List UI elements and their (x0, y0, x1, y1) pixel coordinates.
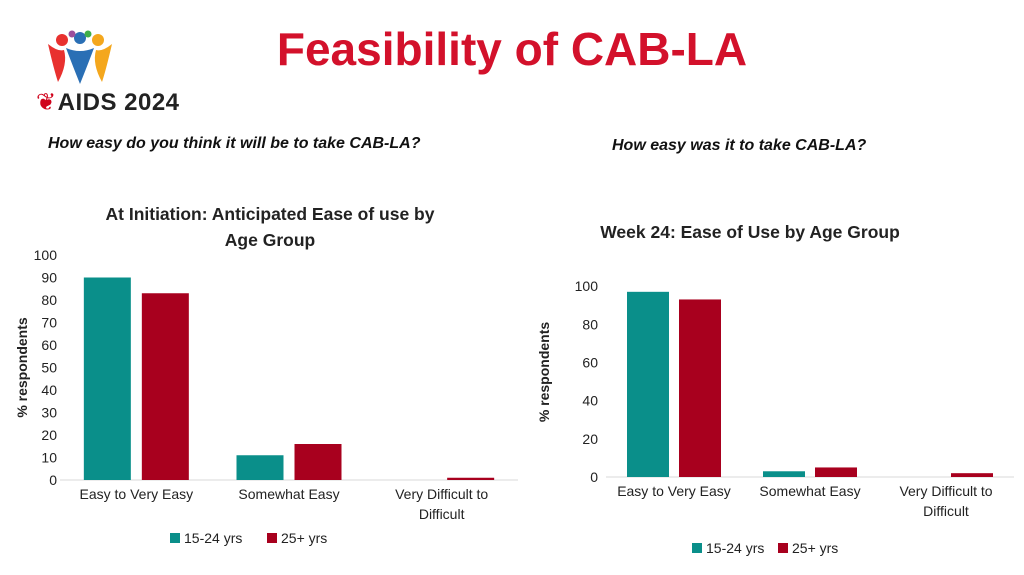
left-legend-swatch-2 (267, 533, 277, 543)
left-y-axis-label: % respondents (14, 317, 30, 418)
left-y-tick-20: 20 (41, 427, 57, 443)
right-bar-2-1 (679, 299, 721, 477)
left-bar-2-3 (447, 477, 495, 480)
right-bar-2-3 (951, 473, 993, 477)
left-bar-1-1 (83, 277, 131, 480)
chart-initiation: At Initiation: Anticipated Ease of use b… (14, 204, 518, 546)
left-category-label-3-1: Very Difficult to (395, 486, 488, 502)
people-figures-icon (48, 30, 112, 84)
left-y-tick-60: 60 (41, 337, 57, 353)
right-title-line-1: Week 24: Ease of Use by Age Group (600, 222, 900, 242)
left-bar-1-2 (236, 455, 284, 480)
question-right: How easy was it to take CAB-LA? (612, 137, 867, 154)
logo-text: AIDS 2024 (57, 89, 180, 116)
left-category-label-3-2: Difficult (419, 506, 465, 522)
left-y-tick-40: 40 (41, 382, 57, 398)
page-title: Feasibility of CAB-LA (276, 23, 748, 75)
right-legend-label-2: 25+ yrs (792, 540, 838, 556)
left-legend-label-2: 25+ yrs (281, 530, 327, 546)
left-y-tick-90: 90 (41, 270, 57, 286)
right-y-tick-40: 40 (582, 393, 598, 409)
left-y-tick-70: 70 (41, 315, 57, 331)
right-y-tick-60: 60 (582, 354, 598, 370)
right-category-label-2-1: Somewhat Easy (759, 483, 860, 499)
right-legend-swatch-2 (778, 543, 788, 553)
right-category-label-3-1: Very Difficult to (899, 483, 992, 499)
left-y-tick-30: 30 (41, 405, 57, 421)
right-bar-1-1 (627, 291, 669, 477)
left-y-tick-10: 10 (41, 450, 57, 466)
ribbon-icon: ❦ (36, 89, 57, 116)
left-title-line-1: At Initiation: Anticipated Ease of use b… (106, 204, 435, 224)
left-category-label-2-1: Somewhat Easy (238, 486, 339, 502)
question-left: How easy do you think it will be to take… (48, 135, 421, 152)
left-y-tick-50: 50 (41, 360, 57, 376)
left-legend-label-1: 15-24 yrs (184, 530, 242, 546)
right-y-tick-100: 100 (575, 278, 599, 294)
right-y-tick-80: 80 (582, 316, 598, 332)
right-y-axis-label: % respondents (536, 322, 552, 423)
left-y-tick-0: 0 (49, 472, 57, 488)
right-category-label-3-2: Difficult (923, 503, 969, 519)
right-y-tick-20: 20 (582, 431, 598, 447)
right-legend-swatch-1 (692, 543, 702, 553)
aids-2024-logo: ❦AIDS 2024 (36, 30, 186, 120)
left-bar-2-2 (294, 444, 342, 480)
logo-wordmark: ❦AIDS 2024 (36, 88, 180, 117)
right-bar-2-2 (815, 467, 857, 477)
left-bar-2-1 (141, 293, 189, 480)
right-category-label-1-1: Easy to Very Easy (617, 483, 731, 499)
left-y-tick-100: 100 (34, 247, 58, 263)
right-legend-label-1: 15-24 yrs (706, 540, 764, 556)
right-y-tick-0: 0 (590, 469, 598, 485)
left-category-label-1-1: Easy to Very Easy (80, 486, 194, 502)
left-y-tick-80: 80 (41, 292, 57, 308)
left-legend-swatch-1 (170, 533, 180, 543)
right-bar-1-2 (763, 471, 805, 477)
left-title-line-2: Age Group (225, 230, 315, 250)
chart-week24: Week 24: Ease of Use by Age Group % respo… (536, 222, 1014, 556)
